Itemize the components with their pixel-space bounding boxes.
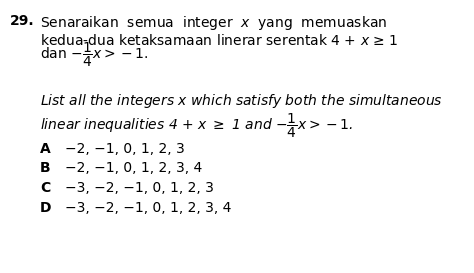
Text: D: D bbox=[40, 201, 52, 215]
Text: C: C bbox=[40, 181, 50, 195]
Text: A: A bbox=[40, 142, 51, 156]
Text: Senaraikan  semua  integer  $x$  yang  memuaskan: Senaraikan semua integer $x$ yang memuas… bbox=[40, 14, 387, 32]
Text: linear inequalities 4 + $x$ $\geq$ 1 and $-\dfrac{1}{4}x > -1$.: linear inequalities 4 + $x$ $\geq$ 1 and… bbox=[40, 112, 353, 140]
Text: −3, −2, −1, 0, 1, 2, 3, 4: −3, −2, −1, 0, 1, 2, 3, 4 bbox=[65, 201, 231, 215]
Text: kedua-dua ketaksamaan linerar serentak 4 + $x$ ≥ 1: kedua-dua ketaksamaan linerar serentak 4… bbox=[40, 33, 398, 48]
Text: B: B bbox=[40, 161, 51, 175]
Text: −2, −1, 0, 1, 2, 3: −2, −1, 0, 1, 2, 3 bbox=[65, 142, 185, 156]
Text: dan $-\dfrac{1}{4}x > -1$.: dan $-\dfrac{1}{4}x > -1$. bbox=[40, 41, 149, 69]
Text: 29.: 29. bbox=[10, 14, 35, 28]
Text: List all the integers $x$ which satisfy both the simultaneous: List all the integers $x$ which satisfy … bbox=[40, 92, 443, 110]
Text: −3, −2, −1, 0, 1, 2, 3: −3, −2, −1, 0, 1, 2, 3 bbox=[65, 181, 214, 195]
Text: −2, −1, 0, 1, 2, 3, 4: −2, −1, 0, 1, 2, 3, 4 bbox=[65, 161, 202, 175]
